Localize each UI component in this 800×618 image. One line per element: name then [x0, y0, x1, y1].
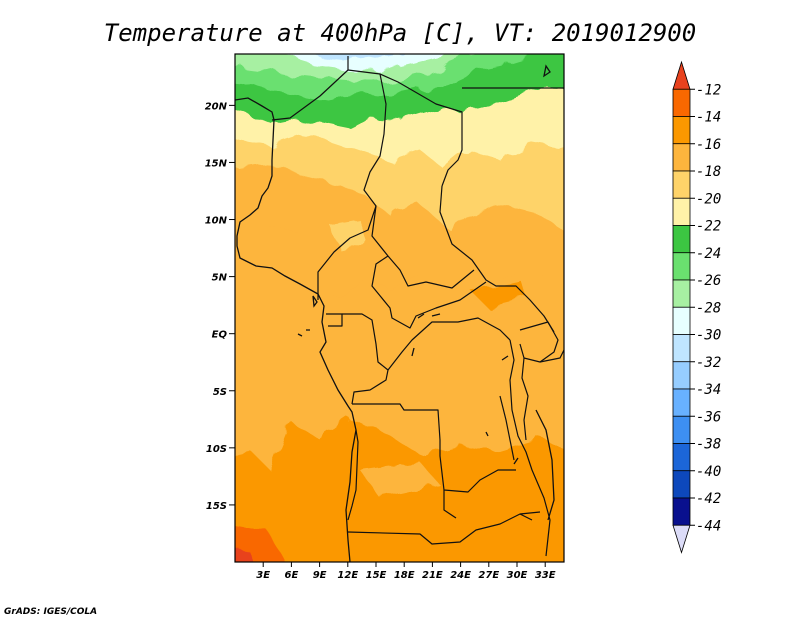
y-tick-label: 20N — [205, 101, 228, 112]
colorbar-swatch — [672, 60, 691, 90]
colorbar-swatch — [672, 116, 691, 145]
colorbar-label: -36 — [696, 409, 721, 425]
colorbar-swatch — [672, 88, 691, 117]
colorbar-swatch — [672, 388, 691, 417]
colorbar-swatch — [672, 334, 691, 363]
colorbar-label: -44 — [696, 518, 721, 534]
colorbar-swatch — [672, 470, 691, 499]
colorbar-swatch — [672, 497, 691, 526]
colorbar-label: -22 — [696, 219, 721, 235]
colorbar-swatch — [672, 415, 691, 444]
colorbar-swatch — [672, 225, 691, 254]
colorbar-swatch — [672, 443, 691, 472]
x-tick-label: 15E — [366, 570, 387, 581]
colorbar-label: -16 — [696, 137, 721, 153]
field-band-over-12 — [235, 550, 255, 562]
x-tick-label: 30E — [507, 570, 528, 581]
colorbar-label: -32 — [696, 355, 721, 371]
country-borders — [235, 56, 564, 562]
y-tick-label: 5S — [213, 387, 227, 398]
colorbar-swatch — [672, 361, 691, 390]
x-tick-label: 3E — [256, 570, 270, 581]
y-axis: 20N 15N 10N 5N EQ 5S 10S 15S — [205, 101, 235, 512]
colorbar-label: -38 — [696, 437, 721, 453]
x-tick-label: 21E — [422, 570, 443, 581]
x-tick-label: 6E — [285, 570, 299, 581]
y-tick-label: 5N — [212, 273, 228, 284]
colorbar-label: -34 — [696, 382, 721, 398]
colorbar-label: -28 — [696, 300, 721, 316]
y-tick-label: EQ — [212, 330, 228, 341]
colorbar-swatch — [672, 524, 691, 554]
colorbar-label: -12 — [696, 82, 721, 98]
plot-frame — [234, 53, 565, 563]
y-tick-label: 15N — [205, 158, 228, 169]
x-tick-label: 12E — [337, 570, 358, 581]
colorbar: -12 -14 -16 -18 -20 -22 -24 -26 -28 -30 -32 -34 -36 -… — [672, 60, 721, 554]
colorbar-label: -30 — [696, 328, 721, 344]
colorbar-label: -14 — [696, 110, 721, 126]
colorbar-label: -26 — [696, 273, 721, 289]
colorbar-label: -20 — [696, 191, 721, 207]
x-tick-label: 18E — [394, 570, 415, 581]
colorbar-swatch — [672, 170, 691, 199]
colorbar-swatch — [672, 306, 691, 335]
credit-label: GrADS: IGES/COLA — [4, 607, 97, 617]
colorbar-swatch — [672, 197, 691, 226]
y-tick-label: 10N — [205, 216, 228, 227]
colorbar-swatch — [672, 252, 691, 281]
colorbar-label: -18 — [696, 164, 721, 180]
colorbar-label: -24 — [696, 246, 721, 262]
x-tick-label: 24E — [450, 570, 471, 581]
colorbar-swatch — [672, 143, 691, 172]
colorbar-swatch — [672, 279, 691, 308]
x-tick-label: 9E — [313, 570, 327, 581]
y-tick-label: 15S — [206, 501, 227, 512]
field-band-28-30 — [276, 54, 444, 70]
y-tick-label: 10S — [206, 444, 227, 455]
x-tick-label: 33E — [535, 570, 556, 581]
colorbar-label: -40 — [696, 464, 721, 480]
x-axis: 3E 6E 9E 12E 15E 18E 21E 24E 27E 30E 33E — [256, 562, 556, 581]
colorbar-label: -42 — [696, 491, 721, 507]
temperature-field — [235, 54, 564, 562]
chart-title: Temperature at 400hPa [C], VT: 201901290… — [104, 19, 696, 47]
x-tick-label: 27E — [478, 570, 499, 581]
field-band-30-32 — [310, 54, 400, 62]
